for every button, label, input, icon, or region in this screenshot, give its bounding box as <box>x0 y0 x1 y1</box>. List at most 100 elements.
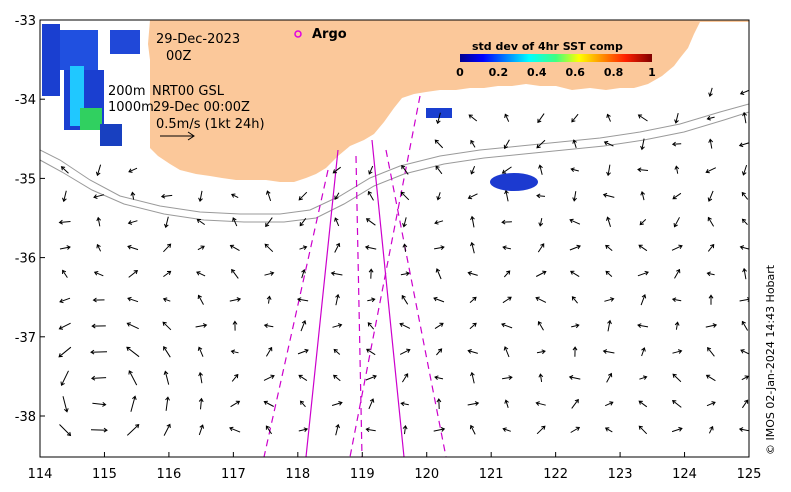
current-vector <box>229 297 242 302</box>
sst-patch <box>490 173 538 191</box>
current-vector <box>95 164 102 177</box>
current-vector <box>333 374 341 382</box>
colorbar <box>460 54 652 62</box>
current-vector <box>332 166 342 174</box>
current-vector <box>535 270 547 277</box>
current-vector <box>739 245 749 250</box>
time-label: 00Z <box>166 49 192 64</box>
current-vector <box>708 87 713 97</box>
current-vector <box>127 244 139 251</box>
current-vector <box>196 218 205 226</box>
y-tick-label: -33 <box>15 14 36 29</box>
sst-patch <box>42 24 60 96</box>
current-vector <box>400 191 410 201</box>
current-vector <box>197 346 204 357</box>
x-tick-label: 118 <box>285 467 310 482</box>
current-vector <box>399 348 411 355</box>
current-vector <box>197 245 205 251</box>
current-vector <box>570 426 581 433</box>
x-tick-label: 120 <box>414 467 439 482</box>
y-tick-label: -37 <box>15 331 36 346</box>
current-vector <box>299 400 306 408</box>
current-vector <box>126 322 139 330</box>
current-vector <box>672 373 682 383</box>
current-vector <box>264 271 275 276</box>
current-vector <box>674 112 679 124</box>
current-vector <box>638 244 648 252</box>
colorbar-tick-label: 0.4 <box>527 66 547 79</box>
current-vector <box>503 139 510 150</box>
current-vector <box>436 348 443 356</box>
current-vector <box>604 401 614 407</box>
current-vector <box>470 215 475 228</box>
current-vector <box>402 425 408 435</box>
current-vector <box>230 193 239 199</box>
current-vector <box>400 401 409 407</box>
current-vector <box>535 401 546 406</box>
current-vector <box>265 346 273 357</box>
current-vector <box>126 423 140 436</box>
current-vector <box>672 192 682 200</box>
current-vector <box>604 297 615 302</box>
current-vector <box>92 297 105 303</box>
current-vector <box>264 243 274 253</box>
current-vector <box>504 399 509 408</box>
current-vector <box>60 370 69 387</box>
current-vector <box>128 270 139 278</box>
current-vector <box>502 427 511 432</box>
current-vector <box>297 348 309 355</box>
current-vector <box>738 427 749 432</box>
current-vector <box>569 218 581 225</box>
x-tick-label: 123 <box>608 467 633 482</box>
x-tick-label: 114 <box>28 467 53 482</box>
current-vector <box>163 423 171 436</box>
current-vector <box>436 398 442 410</box>
current-vector <box>367 190 374 201</box>
current-vector <box>602 349 615 354</box>
current-vector <box>195 323 208 328</box>
current-vector <box>367 297 376 303</box>
date-label: 29-Dec-2023 <box>156 32 240 47</box>
current-vector <box>265 425 273 435</box>
y-tick-label: -34 <box>15 93 36 108</box>
isobath-1000m <box>40 111 749 223</box>
x-tick-label: 122 <box>543 467 568 482</box>
current-vector <box>569 244 581 251</box>
current-vector <box>469 296 477 303</box>
current-vector <box>198 371 203 384</box>
current-vector <box>128 370 138 386</box>
current-vector <box>96 243 102 252</box>
current-vector <box>639 219 647 226</box>
current-vector <box>502 296 512 304</box>
current-vector <box>671 426 683 433</box>
x-tick-label: 116 <box>156 467 181 482</box>
current-vector <box>162 297 171 302</box>
current-vector <box>671 141 682 147</box>
current-vector <box>470 241 475 254</box>
current-vector <box>433 296 445 303</box>
y-tick-label: -36 <box>15 252 36 267</box>
current-vector <box>91 323 106 329</box>
current-vector <box>367 322 375 330</box>
current-vector <box>91 375 107 381</box>
depth-1000-label: 1000m <box>108 100 154 115</box>
current-vector <box>706 401 716 407</box>
current-vector <box>436 192 441 201</box>
product-time-label: 29-Dec 00:00Z <box>153 100 250 115</box>
current-vectors <box>58 87 749 437</box>
current-vector <box>434 139 444 149</box>
current-vector <box>265 190 272 202</box>
current-vector <box>638 425 648 435</box>
current-vector <box>640 138 645 151</box>
current-vector <box>503 346 510 358</box>
current-vector <box>705 167 717 174</box>
current-vector <box>741 191 749 200</box>
y-tick-label: -35 <box>15 172 36 187</box>
current-vector <box>335 423 340 436</box>
current-vector <box>401 294 409 305</box>
current-vector <box>230 400 241 408</box>
current-vector <box>266 295 272 304</box>
current-vector <box>536 425 546 435</box>
current-vector <box>364 245 377 250</box>
